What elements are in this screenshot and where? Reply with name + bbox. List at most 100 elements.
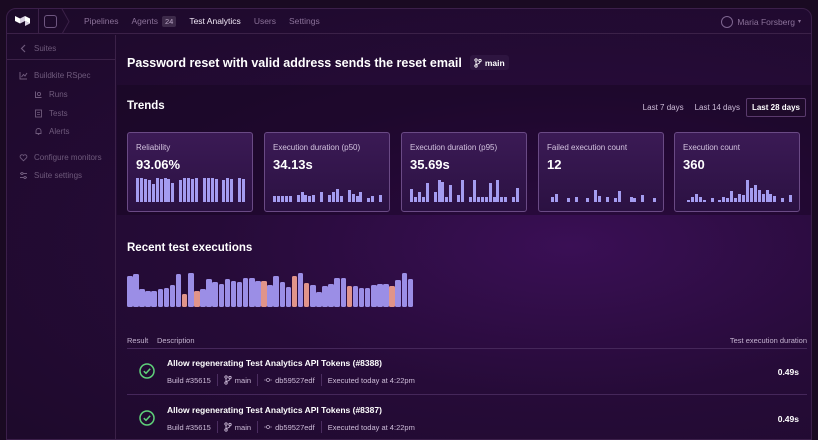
commit-sha[interactable]: db59527edf xyxy=(275,422,315,432)
branch-pill[interactable]: main xyxy=(469,55,509,70)
execution-bar-passed[interactable] xyxy=(358,287,365,307)
sparkline-bar xyxy=(710,198,714,202)
execution-bar-passed[interactable] xyxy=(352,286,359,307)
sparkline-bar xyxy=(276,196,280,202)
execution-bar-passed[interactable] xyxy=(285,286,292,307)
executions-table-header: Result Description Test execution durati… xyxy=(127,335,807,349)
card-execution-duration-p95[interactable]: Execution duration (p95) 35.69s xyxy=(401,132,527,212)
sidebar-configure-monitors[interactable]: Configure monitors xyxy=(19,153,102,162)
table-row[interactable]: Allow regenerating Test Analytics API To… xyxy=(127,396,807,439)
execution-bar-passed[interactable] xyxy=(200,288,206,307)
card-reliability[interactable]: Reliability 93.06% xyxy=(127,132,253,212)
execution-bar-passed[interactable] xyxy=(224,279,231,307)
meta-divider xyxy=(257,421,259,433)
card-execution-count[interactable]: Execution count 360 xyxy=(674,132,800,212)
execution-bar-passed[interactable] xyxy=(175,274,182,307)
sidebar-suite[interactable]: Buildkite RSpec xyxy=(19,71,90,80)
execution-bar-passed[interactable] xyxy=(334,277,340,307)
execution-bar-passed[interactable] xyxy=(145,291,151,307)
card-label: Execution duration (p50) xyxy=(273,143,361,152)
sparkline-bar xyxy=(629,197,633,202)
execution-bar-failed[interactable] xyxy=(346,286,353,307)
execution-bar-passed[interactable] xyxy=(328,283,334,307)
sidebar-item-alerts[interactable]: Alerts xyxy=(34,127,69,136)
sparkline-bar xyxy=(171,182,175,202)
execution-bar-passed[interactable] xyxy=(297,273,304,307)
card-sparkline xyxy=(683,178,793,202)
execution-title[interactable]: Allow regenerating Test Analytics API To… xyxy=(167,405,382,415)
execution-bar-passed[interactable] xyxy=(163,288,170,307)
execution-bar-passed[interactable] xyxy=(255,281,261,307)
sidebar-item-runs[interactable]: Runs xyxy=(34,90,68,99)
branch-name[interactable]: main xyxy=(234,375,252,385)
sparkline-bar xyxy=(139,178,143,202)
nav-settings[interactable]: Settings xyxy=(289,16,320,26)
execution-bar-passed[interactable] xyxy=(340,278,346,307)
card-execution-duration-p50[interactable]: Execution duration (p50) 34.13s xyxy=(264,132,390,212)
nav-agents[interactable]: Agents 24 xyxy=(132,15,177,27)
execution-bar-passed[interactable] xyxy=(157,289,163,307)
branch-name[interactable]: main xyxy=(234,422,252,432)
execution-bar-passed[interactable] xyxy=(133,274,139,307)
table-row[interactable]: Allow regenerating Test Analytics API To… xyxy=(127,349,807,395)
card-failed-execution-count[interactable]: Failed execution count 12 xyxy=(538,132,664,212)
nav-chevron-icon xyxy=(61,9,70,34)
sparkline-bar xyxy=(613,198,617,202)
nav-pipelines[interactable]: Pipelines xyxy=(84,16,119,26)
user-menu[interactable]: Maria Forsberg ▾ xyxy=(721,9,801,34)
build-link[interactable]: Build #35615 xyxy=(167,422,211,432)
execution-bar-failed[interactable] xyxy=(303,282,310,307)
execution-bar-passed[interactable] xyxy=(364,288,371,307)
execution-bar-passed[interactable] xyxy=(230,281,237,307)
org-switcher[interactable] xyxy=(39,9,61,34)
execution-bar-passed[interactable] xyxy=(377,284,383,307)
execution-bar-passed[interactable] xyxy=(236,281,243,307)
card-label: Reliability xyxy=(136,143,171,152)
branch-icon xyxy=(224,375,232,385)
sidebar-item-tests[interactable]: Tests xyxy=(34,109,68,118)
branch-icon xyxy=(224,422,232,432)
execution-bar-failed[interactable] xyxy=(261,281,267,307)
build-link[interactable]: Build #35615 xyxy=(167,375,211,385)
monitor-icon xyxy=(19,154,28,162)
execution-bar-passed[interactable] xyxy=(279,282,285,307)
execution-bar-failed[interactable] xyxy=(389,285,395,307)
execution-bar-passed[interactable] xyxy=(206,279,212,307)
bell-icon xyxy=(35,128,42,136)
execution-title[interactable]: Allow regenerating Test Analytics API To… xyxy=(167,358,382,368)
execution-bar-passed[interactable] xyxy=(395,280,401,307)
sparkline-bar xyxy=(457,194,461,202)
execution-bar-passed[interactable] xyxy=(316,292,322,307)
range-7-days[interactable]: Last 7 days xyxy=(642,103,684,112)
execution-bar-passed[interactable] xyxy=(151,291,157,307)
execution-bar-passed[interactable] xyxy=(310,285,316,307)
nav-test-analytics[interactable]: Test Analytics xyxy=(189,16,241,26)
execution-bar-passed[interactable] xyxy=(267,284,273,307)
execution-bar-passed[interactable] xyxy=(212,281,218,307)
execution-bar-passed[interactable] xyxy=(407,279,414,307)
main-content: Password reset with valid address sends … xyxy=(117,35,811,439)
execution-bar-passed[interactable] xyxy=(401,272,407,307)
execution-bar-passed[interactable] xyxy=(242,278,249,307)
range-14-days[interactable]: Last 14 days xyxy=(694,103,740,112)
execution-bar-passed[interactable] xyxy=(169,285,176,307)
execution-bar-passed[interactable] xyxy=(127,275,133,307)
execution-bar-passed[interactable] xyxy=(322,285,328,307)
range-28-days[interactable]: Last 28 days xyxy=(745,98,806,117)
execution-bar-passed[interactable] xyxy=(139,288,145,307)
commit-sha[interactable]: db59527edf xyxy=(275,375,315,385)
execution-bar-passed[interactable] xyxy=(218,283,224,307)
nav-users[interactable]: Users xyxy=(253,16,277,26)
buildkite-logo[interactable] xyxy=(7,9,39,34)
execution-bar-passed[interactable] xyxy=(249,277,255,307)
execution-bar-failed[interactable] xyxy=(181,293,188,307)
execution-bar-failed[interactable] xyxy=(194,291,200,307)
execution-bar-passed[interactable] xyxy=(273,275,279,307)
execution-bar-passed[interactable] xyxy=(371,285,377,307)
execution-bar-failed[interactable] xyxy=(291,275,298,307)
sidebar-suite-settings[interactable]: Suite settings xyxy=(19,171,82,180)
sidebar-back-suites[interactable]: Suites xyxy=(19,44,56,53)
execution-bar-passed[interactable] xyxy=(383,283,389,307)
execution-bar-passed[interactable] xyxy=(188,273,194,307)
sparkline-bar xyxy=(574,197,578,202)
